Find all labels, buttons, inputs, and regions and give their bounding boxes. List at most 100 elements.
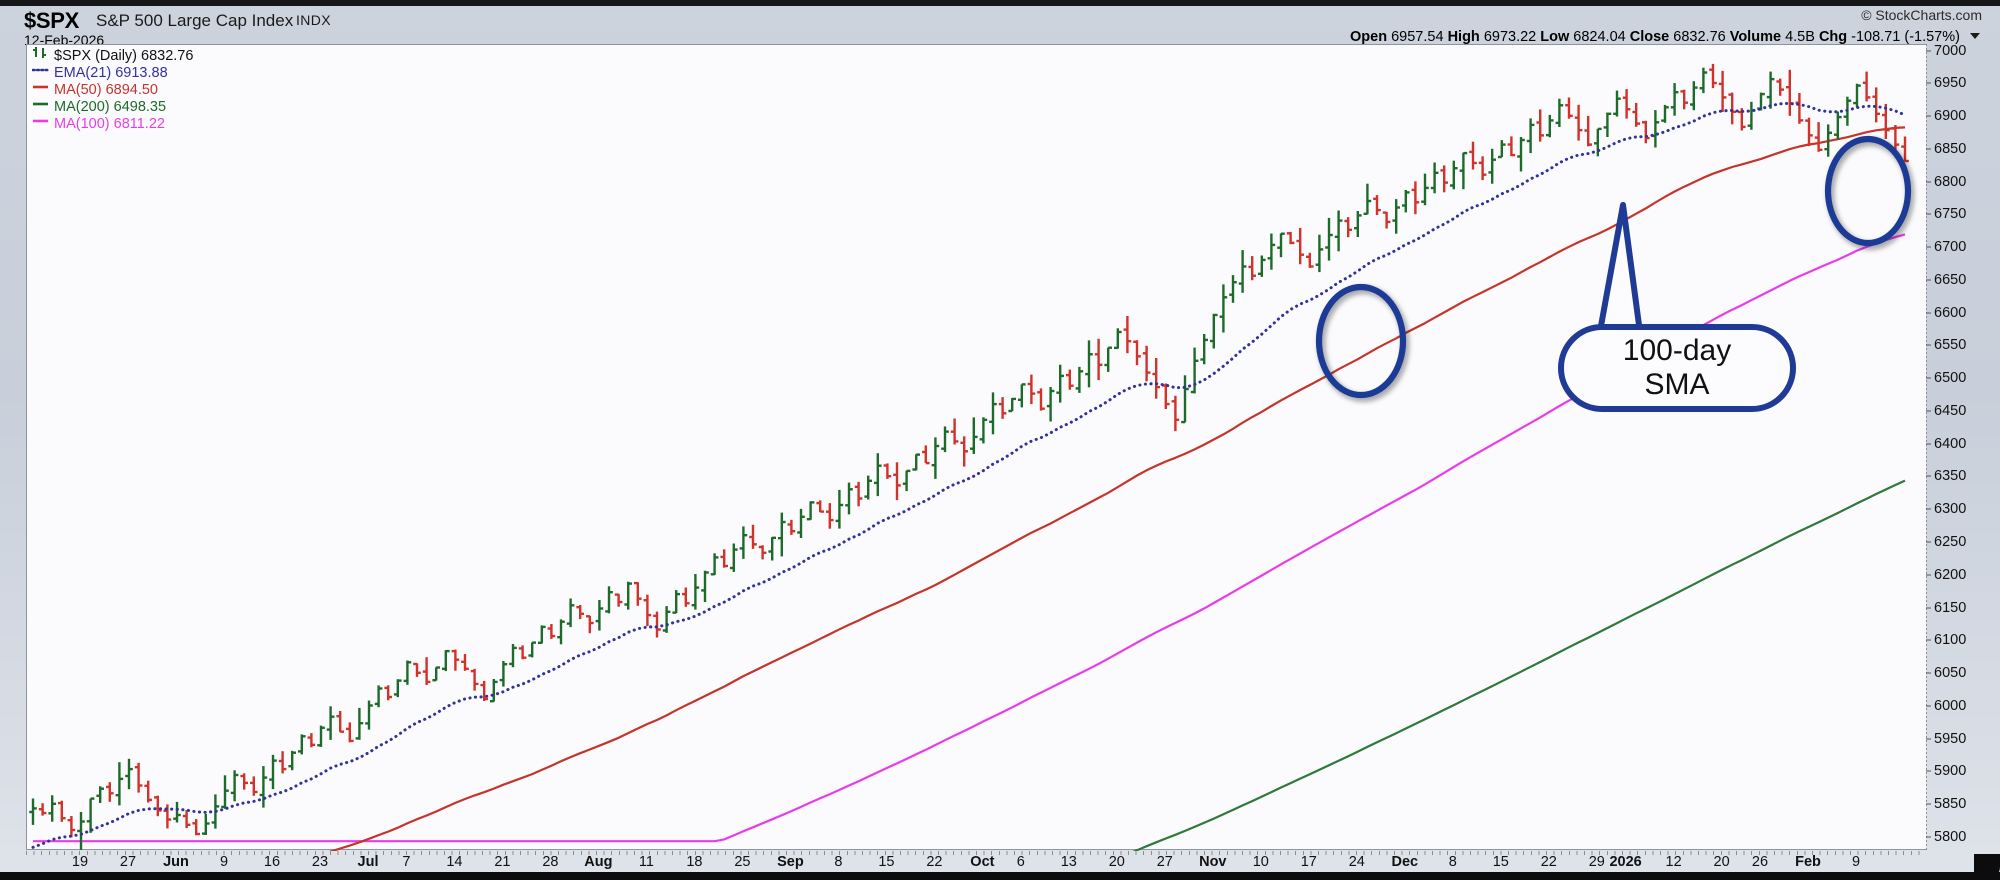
date-tick-label: 7: [402, 854, 411, 870]
price-tick-label: 6500: [1934, 370, 1967, 387]
date-tick-label: 15: [878, 854, 895, 870]
price-tick: [1926, 115, 1931, 117]
date-tick-label: 14: [446, 854, 463, 870]
close-value: 6832.76: [1673, 29, 1726, 45]
date-tick-label: 8: [1448, 854, 1457, 870]
date-tick-label: 26: [1751, 854, 1769, 870]
date-tick-label: 28: [542, 854, 559, 870]
price-tick-label: 6750: [1934, 206, 1967, 223]
date-tick-label: 20: [1713, 854, 1730, 870]
date-tick-label: 29: [1588, 854, 1605, 870]
ma200-line: [1132, 479, 1906, 851]
price-tick: [1926, 508, 1931, 510]
price-tick: [1926, 672, 1931, 674]
open-value: 6957.54: [1391, 29, 1444, 45]
price-tick: [1926, 50, 1931, 52]
price-tick: [1926, 82, 1931, 84]
volume-value: 4.5B: [1785, 29, 1815, 45]
price-plot-svg: [29, 63, 1912, 851]
price-tick: [1926, 279, 1931, 281]
price-axis-rail: [1926, 44, 1927, 850]
date-tick-label: 27: [119, 854, 137, 870]
price-tick-label: 6200: [1934, 566, 1967, 583]
date-tick-label: 21: [494, 854, 511, 870]
date-tick-label: 10: [1252, 854, 1269, 870]
price-tick: [1926, 312, 1931, 314]
price-tick: [1926, 246, 1931, 248]
date-tick-label: 24: [1348, 854, 1365, 870]
date-tick-label: Feb: [1795, 854, 1821, 870]
ohlc-bars-group: [29, 63, 1909, 850]
date-tick-label: Nov: [1199, 854, 1227, 870]
date-tick-label: 2026: [1609, 854, 1642, 870]
date-tick-label: 15: [1492, 854, 1509, 870]
price-tick: [1926, 770, 1931, 772]
price-tick: [1926, 181, 1931, 183]
price-tick-label: 6850: [1934, 140, 1967, 157]
price-tick-label: 7000: [1934, 42, 1967, 59]
price-tick-label: 6350: [1934, 468, 1967, 485]
date-tick-label: 6: [1016, 854, 1025, 870]
date-tick-label: 20: [1108, 854, 1125, 870]
date-tick-label: 22: [926, 854, 943, 870]
price-tick-label: 6650: [1934, 271, 1967, 288]
date-tick-label: 12: [1665, 854, 1682, 870]
callout-line-2: SMA: [1644, 368, 1710, 401]
date-tick-label: 13: [1060, 854, 1077, 870]
chg-label: Chg: [1818, 29, 1848, 45]
date-tick-label: 9: [1851, 854, 1861, 870]
date-tick-label: Jun: [163, 854, 189, 870]
price-tick-label: 5950: [1934, 730, 1967, 747]
date-tick-label: Dec: [1391, 854, 1419, 870]
price-tick-label: 6100: [1934, 632, 1967, 649]
price-tick: [1926, 803, 1931, 805]
date-tick-label: 19: [71, 854, 89, 870]
price-tick: [1926, 836, 1931, 838]
price-plot-area[interactable]: [26, 44, 1926, 851]
price-tick: [1926, 607, 1931, 609]
chg-value: -108.71 (-1.57%): [1851, 29, 1960, 45]
price-tick-label: 6050: [1934, 665, 1967, 682]
price-tick: [1926, 639, 1931, 641]
chevron-down-icon[interactable]: [1970, 33, 1980, 39]
bounce-ellipse-1: [1315, 283, 1407, 399]
price-tick-label: 6950: [1934, 75, 1967, 92]
high-value: 6973.22: [1483, 29, 1537, 45]
price-tick-label: 5900: [1934, 763, 1967, 780]
symbol-name: S&P 500 Large Cap Index: [96, 11, 294, 30]
price-tick: [1926, 574, 1931, 576]
close-label: Close: [1629, 29, 1670, 45]
chart-header: $SPX S&P 500 Large Cap Index INDX 12-Feb…: [0, 6, 2000, 48]
open-label: Open: [1350, 29, 1388, 45]
price-tick: [1926, 344, 1931, 346]
price-tick-label: 5800: [1934, 828, 1967, 845]
low-value: 6824.04: [1573, 29, 1626, 45]
date-tick-label: 18: [686, 854, 703, 870]
high-label: High: [1447, 29, 1480, 45]
date-tick-label: 22: [1540, 854, 1557, 870]
price-tick-label: 5850: [1934, 796, 1967, 813]
date-tick-label: 25: [734, 854, 751, 870]
price-tick-label: 6250: [1934, 534, 1967, 551]
ma50-line: [329, 126, 1906, 851]
date-tick-label: Jul: [357, 854, 379, 870]
date-tick-label: 11: [638, 854, 654, 870]
date-tick-label: 9: [219, 854, 229, 870]
callout-line-1: 100-day: [1622, 334, 1732, 368]
price-tick-label: 6300: [1934, 501, 1967, 518]
price-tick: [1926, 443, 1931, 445]
price-tick: [1926, 738, 1931, 740]
date-axis-rail: [26, 851, 1926, 855]
price-tick: [1926, 213, 1931, 215]
price-tick-label: 6000: [1934, 697, 1967, 714]
date-tick-label: 17: [1300, 854, 1317, 870]
symbol-exchange: INDX: [296, 12, 332, 28]
window-bottom-bar: [0, 872, 2000, 880]
price-tick-label: 6700: [1934, 239, 1967, 256]
price-tick: [1926, 410, 1931, 412]
bounce-ellipse-2: [1824, 135, 1912, 247]
date-tick-label: Sep: [777, 854, 804, 870]
quote-bar: Open 6957.54 High 6973.22 Low 6824.04 Cl…: [1350, 29, 1980, 45]
price-tick-label: 6150: [1934, 599, 1967, 616]
